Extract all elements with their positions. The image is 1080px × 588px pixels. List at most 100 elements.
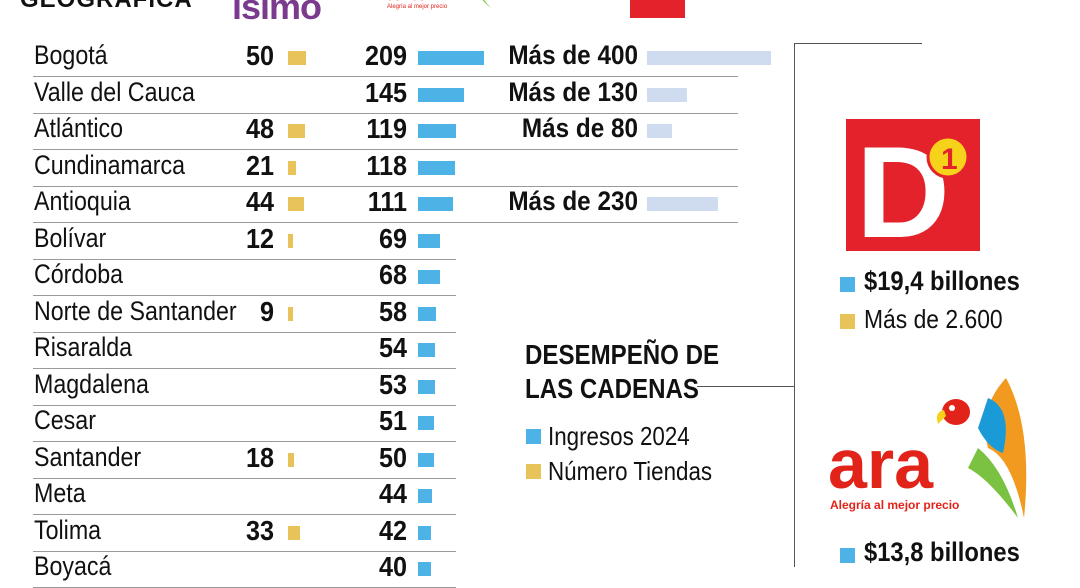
d1-store-count: Más de 230	[508, 186, 638, 216]
d1-badge-icon	[926, 135, 970, 179]
d1-revenue-swatch	[840, 277, 855, 292]
ara-store-count: 69	[378, 222, 407, 254]
department-label: Córdoba	[34, 259, 124, 289]
ara-store-bar	[418, 306, 437, 321]
performance-title-line1: DESEMPEÑO DE	[525, 339, 720, 370]
performance-title: DESEMPEÑO DE LAS CADENAS	[525, 338, 719, 406]
isimo-store-bar	[288, 51, 306, 65]
isimo-store-bar	[288, 124, 306, 138]
row-separator	[33, 441, 456, 442]
ara-store-count: 53	[378, 368, 407, 400]
department-label: Cundinamarca	[34, 149, 186, 180]
department-label: Bolívar	[34, 222, 107, 253]
ara-store-bar	[418, 489, 432, 503]
row-separator	[33, 258, 456, 260]
ara-store-count: 44	[378, 478, 407, 509]
d1-store-count: Más de 130	[508, 76, 638, 107]
parrot-feather-icon	[978, 398, 1006, 453]
ara-logo: ara Alegría al mejor precio	[828, 378, 1027, 518]
ara-store-bar	[418, 452, 434, 467]
legend-label-ingresos: Ingresos 2024	[548, 421, 690, 451]
isimo-logo: isimo	[232, 0, 322, 27]
ara-store-count: 51	[378, 405, 407, 436]
row-separator	[33, 368, 456, 369]
parrot-tail-icon	[968, 448, 1018, 518]
performance-title-line2: LAS CADENAS	[525, 373, 699, 404]
connector-top	[794, 43, 922, 44]
row-separator	[33, 295, 456, 296]
legend-label-tiendas: Número Tiendas	[548, 456, 713, 486]
ara-store-bar	[418, 562, 431, 576]
isimo-store-bar	[288, 160, 296, 175]
legend-swatch-ingresos	[526, 429, 541, 444]
d1-logo-letter: D	[856, 119, 950, 251]
department-label: Antioquia	[34, 186, 131, 216]
parrot-tail-icon	[482, 0, 491, 8]
ara-store-count: 54	[378, 332, 407, 363]
ara-store-count: 50	[378, 441, 407, 473]
department-label: Cesar	[34, 405, 96, 435]
row-separator	[33, 185, 738, 187]
isimo-store-count: 12	[245, 222, 274, 254]
ara-store-count: 119	[366, 113, 407, 144]
ara-logo-top-slogan: Alegría al mejor precio	[387, 4, 448, 10]
row-separator	[33, 76, 738, 77]
d1-revenue: $19,4 billones	[864, 266, 1020, 296]
row-separator	[33, 112, 738, 114]
department-label: Norte de Santander	[34, 295, 237, 326]
row-separator	[33, 404, 456, 406]
row-separator	[33, 514, 456, 515]
ara-logo-top-word: ara	[385, 0, 425, 6]
isimo-store-count: 9	[259, 295, 274, 327]
ara-store-bar	[418, 525, 432, 540]
isimo-store-count: 44	[245, 186, 274, 217]
d1-store-bar	[647, 197, 719, 211]
d1-stores: Más de 2.600	[864, 304, 1003, 334]
d1-stores-swatch	[840, 314, 855, 329]
parrot-head-icon	[942, 399, 970, 425]
ara-logo-top: ara Alegría al mejor precio	[385, 0, 491, 10]
legend-swatch-tiendas	[526, 464, 541, 479]
ara-revenue: $13,8 billones	[864, 537, 1020, 567]
ara-store-bar	[418, 270, 440, 284]
ara-store-bar	[418, 87, 464, 102]
department-label: Meta	[34, 478, 86, 508]
isimo-store-bar	[288, 452, 295, 467]
row-separator	[33, 550, 456, 552]
department-label: Bogotá	[34, 40, 108, 70]
connector-vertical	[794, 43, 795, 567]
ara-store-bar	[418, 379, 435, 394]
ara-store-count: 58	[378, 295, 407, 327]
parrot-beak-icon	[936, 410, 946, 424]
ara-store-bar	[418, 416, 435, 430]
department-label: Atlántico	[34, 113, 124, 143]
ara-store-bar	[418, 160, 456, 175]
isimo-store-bar	[288, 197, 304, 211]
ara-store-count: 68	[378, 259, 407, 290]
ara-store-count: 145	[364, 76, 407, 108]
ara-store-bar	[418, 51, 485, 65]
department-label: Tolima	[34, 514, 102, 545]
ara-store-bar	[418, 343, 436, 357]
ara-store-count: 111	[367, 186, 407, 217]
ara-store-bar	[418, 233, 440, 248]
row-separator	[33, 477, 456, 479]
isimo-store-count: 50	[245, 40, 274, 71]
department-label: Valle del Cauca	[34, 76, 195, 107]
connector-line	[697, 386, 795, 387]
d1-store-bar	[647, 51, 771, 65]
ara-logo-word: ara	[828, 425, 934, 503]
isimo-store-count: 21	[245, 149, 274, 181]
isimo-store-count: 18	[245, 441, 274, 473]
d1-logo-digit: 1	[941, 143, 958, 176]
d1-store-count: Más de 80	[521, 113, 638, 143]
ara-store-count: 40	[378, 551, 407, 582]
isimo-store-bar	[288, 233, 293, 248]
ara-store-count: 118	[366, 149, 407, 181]
isimo-store-count: 33	[245, 514, 274, 546]
department-label: Santander	[34, 441, 142, 472]
isimo-store-count: 48	[245, 113, 274, 144]
ara-store-bar	[418, 197, 454, 211]
department-label: Magdalena	[34, 368, 149, 399]
ara-revenue-swatch	[840, 548, 855, 563]
